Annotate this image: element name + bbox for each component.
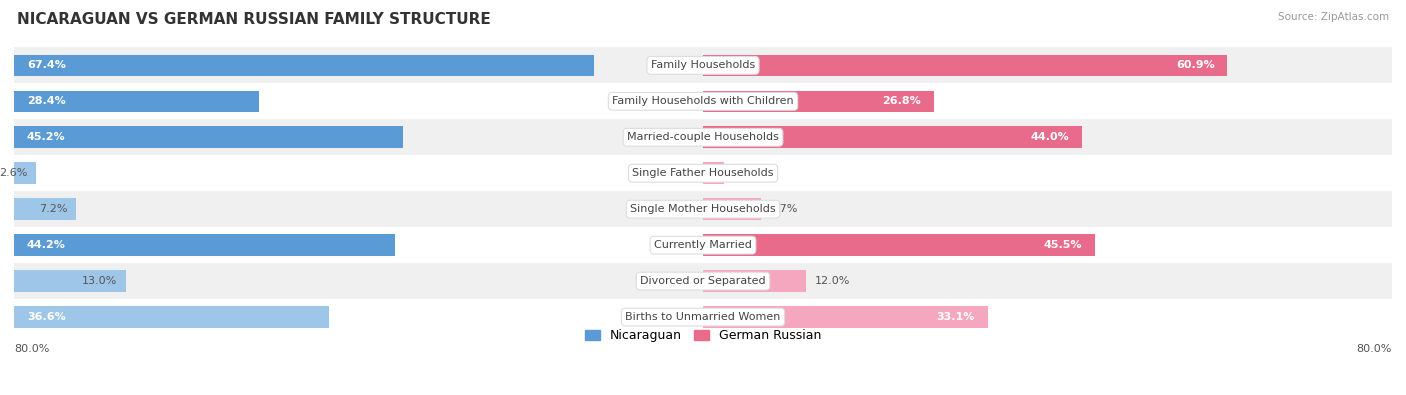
Text: 2.6%: 2.6% — [0, 168, 28, 178]
Bar — [14, 306, 329, 328]
Bar — [14, 119, 1392, 155]
Text: NICARAGUAN VS GERMAN RUSSIAN FAMILY STRUCTURE: NICARAGUAN VS GERMAN RUSSIAN FAMILY STRU… — [17, 12, 491, 27]
Bar — [703, 306, 988, 328]
Bar — [14, 234, 395, 256]
Bar — [703, 126, 1083, 148]
Text: Currently Married: Currently Married — [654, 240, 752, 250]
Bar — [703, 55, 1227, 76]
Text: Single Mother Households: Single Mother Households — [630, 204, 776, 214]
Text: 60.9%: 60.9% — [1175, 60, 1215, 70]
Bar — [703, 162, 724, 184]
Text: 80.0%: 80.0% — [14, 344, 49, 354]
Bar — [703, 198, 761, 220]
Text: 45.2%: 45.2% — [27, 132, 66, 142]
Bar — [14, 55, 595, 76]
Bar — [14, 83, 1392, 119]
Text: 33.1%: 33.1% — [936, 312, 976, 322]
Text: Source: ZipAtlas.com: Source: ZipAtlas.com — [1278, 12, 1389, 22]
Text: Family Households with Children: Family Households with Children — [612, 96, 794, 106]
Text: 13.0%: 13.0% — [82, 276, 117, 286]
Text: 45.5%: 45.5% — [1043, 240, 1083, 250]
Text: 28.4%: 28.4% — [27, 96, 66, 106]
Text: Single Father Households: Single Father Households — [633, 168, 773, 178]
Text: Births to Unmarried Women: Births to Unmarried Women — [626, 312, 780, 322]
Text: Married-couple Households: Married-couple Households — [627, 132, 779, 142]
Bar — [703, 270, 807, 292]
Bar — [14, 191, 1392, 227]
Bar — [14, 155, 1392, 191]
Bar — [14, 90, 259, 112]
Text: 44.0%: 44.0% — [1031, 132, 1069, 142]
Bar — [14, 126, 404, 148]
Text: 80.0%: 80.0% — [1357, 344, 1392, 354]
Bar — [14, 270, 127, 292]
Bar — [14, 47, 1392, 83]
Bar — [703, 234, 1095, 256]
Text: 26.8%: 26.8% — [882, 96, 921, 106]
Legend: Nicaraguan, German Russian: Nicaraguan, German Russian — [579, 324, 827, 347]
Text: 12.0%: 12.0% — [815, 276, 851, 286]
Text: 44.2%: 44.2% — [27, 240, 66, 250]
Bar — [14, 263, 1392, 299]
Bar — [14, 198, 76, 220]
Text: 6.7%: 6.7% — [769, 204, 797, 214]
Text: 2.4%: 2.4% — [733, 168, 761, 178]
Bar — [14, 227, 1392, 263]
Text: 67.4%: 67.4% — [27, 60, 66, 70]
Text: Divorced or Separated: Divorced or Separated — [640, 276, 766, 286]
Text: 7.2%: 7.2% — [39, 204, 67, 214]
Bar — [14, 299, 1392, 335]
Text: Family Households: Family Households — [651, 60, 755, 70]
Text: 36.6%: 36.6% — [27, 312, 66, 322]
Bar — [14, 162, 37, 184]
Bar — [703, 90, 934, 112]
